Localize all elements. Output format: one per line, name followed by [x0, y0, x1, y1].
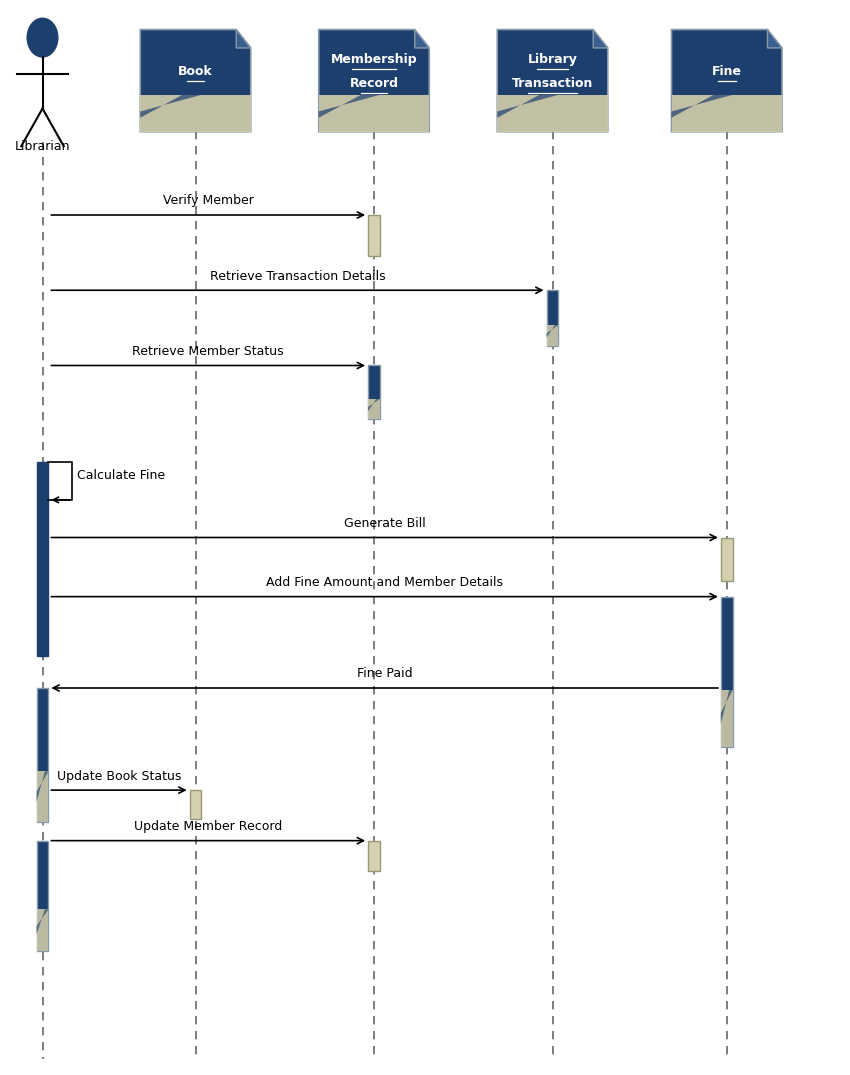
Polygon shape [37, 909, 48, 934]
Bar [547, 325, 558, 346]
Bar [721, 597, 733, 747]
Text: Transaction: Transaction [512, 76, 593, 89]
Polygon shape [672, 95, 782, 131]
Text: Retrieve Transaction Details: Retrieve Transaction Details [210, 270, 385, 283]
Polygon shape [497, 95, 608, 131]
Bar [721, 690, 733, 747]
Text: Update Member Record: Update Member Record [134, 820, 282, 833]
Bar [190, 790, 201, 819]
Polygon shape [593, 29, 608, 48]
Bar [368, 399, 380, 419]
Text: Update Book Status: Update Book Status [57, 770, 181, 783]
Polygon shape [768, 29, 782, 48]
Polygon shape [497, 95, 558, 118]
Text: Fine: Fine [711, 64, 742, 77]
Bar [37, 772, 48, 822]
Polygon shape [415, 29, 429, 48]
Bar [368, 215, 380, 256]
Polygon shape [140, 29, 251, 131]
Polygon shape [140, 95, 201, 118]
Bar [721, 538, 733, 580]
Text: Fine Paid: Fine Paid [357, 668, 412, 680]
Bar [368, 841, 380, 871]
Polygon shape [319, 95, 429, 131]
Polygon shape [672, 29, 782, 131]
Polygon shape [547, 325, 558, 338]
Text: Book: Book [178, 64, 212, 77]
Polygon shape [368, 399, 380, 411]
Text: Library: Library [528, 53, 577, 66]
Polygon shape [319, 29, 429, 131]
Text: Verify Member: Verify Member [163, 195, 253, 207]
Bar [547, 290, 558, 346]
Text: Membership: Membership [331, 53, 417, 66]
Polygon shape [236, 29, 251, 48]
Bar [37, 841, 48, 951]
Polygon shape [37, 772, 48, 802]
Text: Calculate Fine: Calculate Fine [77, 469, 166, 483]
Text: Add Fine Amount and Member Details: Add Fine Amount and Member Details [266, 576, 503, 589]
Text: Record: Record [349, 76, 399, 89]
Polygon shape [497, 29, 608, 131]
Bar [37, 688, 48, 822]
Polygon shape [140, 95, 251, 131]
Text: Generate Bill: Generate Bill [343, 517, 426, 530]
Polygon shape [319, 95, 379, 118]
Polygon shape [721, 690, 733, 725]
Bar [368, 366, 380, 419]
Bar [37, 909, 48, 951]
Text: Retrieve Member Status: Retrieve Member Status [133, 345, 284, 358]
Polygon shape [672, 95, 733, 118]
Bar [37, 462, 48, 656]
Circle shape [27, 18, 58, 57]
Text: Librarian: Librarian [14, 140, 71, 153]
